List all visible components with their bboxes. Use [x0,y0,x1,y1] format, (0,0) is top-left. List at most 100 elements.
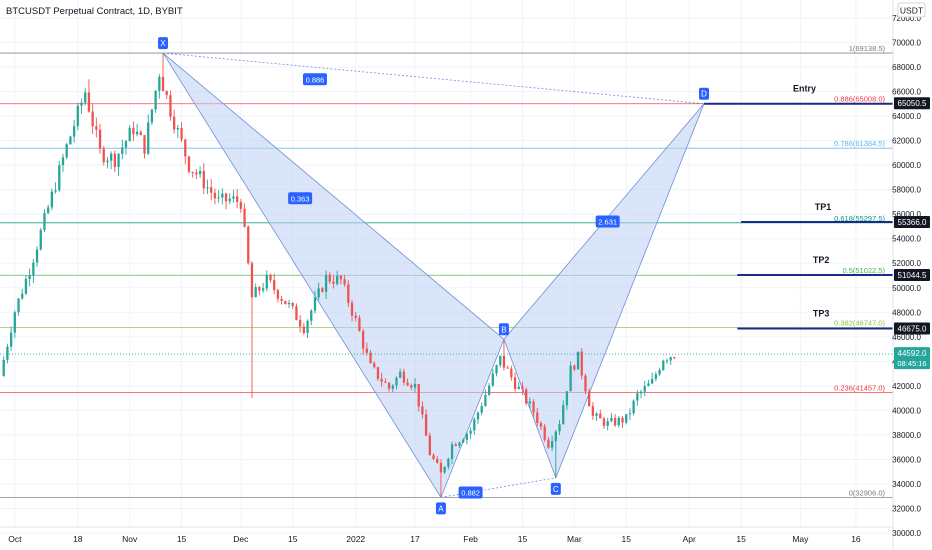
candle-body [235,196,239,202]
candle-body [662,360,665,370]
target-label: TP2 [813,255,830,265]
candle-body [2,359,5,377]
candle-body [625,414,628,423]
y-tick-label: 68000.0 [892,63,921,72]
candle-body [28,275,31,279]
candle-body [550,441,554,448]
candle-body [154,90,157,110]
candle-body [528,401,532,404]
price-badge-label: 65050.5 [898,99,927,108]
candle-body [21,293,24,299]
point-marker-box [498,323,509,336]
y-tick-label: 52000.0 [892,259,921,268]
candle-body [195,172,198,175]
candle-body [636,393,639,401]
ratio-badge [458,486,483,499]
candle-body [580,351,583,376]
candle-body [361,331,365,349]
candle-body [121,147,124,154]
candle-body [554,431,557,442]
candle-body [621,417,624,423]
fib-label: 0(32906.0) [849,488,886,497]
candle-body [117,153,120,168]
candle-body [102,148,105,163]
candle-body [354,315,357,318]
candle-body [465,433,469,440]
candle-body [198,170,202,175]
candle-body [124,141,128,148]
y-tick-label: 38000.0 [892,431,921,440]
candle-body [69,136,72,145]
target-label: Entry [793,84,816,94]
pattern-line-ac [440,477,556,498]
candle-body [273,280,276,291]
candle-body [384,381,387,383]
candle-body [110,153,113,161]
candle-body [469,430,472,434]
x-tick-label: 18 [73,534,83,544]
fib-label: 0.236(41457.0) [834,384,885,393]
fib-label: 1(69138.5) [849,44,886,53]
time-axis[interactable]: Oct 18 Nov 15 Dec 15 2022 17 Feb 15 Mar 15 Apr 15 May 1… [8,534,861,544]
candle-body [228,198,231,202]
y-tick-label: 48000.0 [892,308,921,317]
candle-body [673,357,676,359]
candle-body [176,127,180,130]
currency-badge[interactable]: USDT [900,6,923,16]
candle-body [50,191,54,208]
candle-body [647,383,650,387]
y-tick-label: 46000.0 [892,333,921,342]
candle-body [380,378,383,382]
candle-body [347,284,350,303]
candle-body [328,274,331,282]
candle-body [43,213,46,231]
candle-body [87,92,91,112]
candle-body [135,131,139,135]
candle-body [98,129,102,149]
candle-body [410,385,413,388]
y-tick-label: 64000.0 [892,112,921,121]
x-tick-label: 2022 [346,534,365,544]
candle-body [669,357,672,361]
candle-body [143,135,146,154]
candle-body [287,302,291,305]
candle-body [324,274,328,292]
x-tick-label: Feb [463,534,478,544]
candle-body [395,377,398,386]
candle-body [502,355,506,368]
candle-body [35,249,39,263]
candle-body [665,360,669,362]
price-badge-box [894,215,930,228]
candle-body [84,92,87,103]
ratio-label: 0.882 [461,489,480,498]
currency-badge-box[interactable] [897,2,926,18]
price-badge-label: 46675.0 [898,325,927,334]
candle-body [569,365,572,392]
candle-body [213,192,217,199]
candle-body [421,406,424,415]
candle-body [613,417,617,426]
x-tick-label: 15 [518,534,528,544]
candles [2,53,676,498]
y-tick-label: 30000.0 [892,529,921,538]
ratio-label: 0.886 [306,75,325,84]
candle-body [187,156,191,172]
x-tick-label: Nov [122,534,138,544]
candle-body [91,111,94,127]
candle-body [462,439,465,443]
candle-body [291,302,294,307]
fib-label: 0.886(65008.0) [834,95,885,104]
candle-body [265,274,268,289]
target-label: TP3 [813,309,830,319]
y-tick-label: 56000.0 [892,210,921,219]
candle-body [217,197,220,199]
price-axis[interactable]: 30000.0 32000.0 34000.0 36000.0 38000.0 40000… [892,14,921,538]
candle-body [376,367,380,379]
fib-label: 0.786(61384.5) [834,139,885,148]
candle-body [6,346,9,360]
y-tick-label: 32000.0 [892,504,921,513]
candle-body [432,455,435,459]
candle-body [95,126,98,130]
candle-body [399,371,402,378]
